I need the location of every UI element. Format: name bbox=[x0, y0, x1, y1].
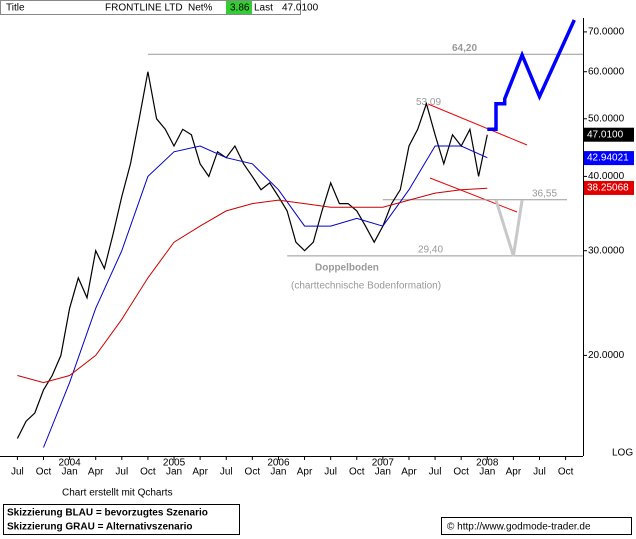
scale-label: LOG bbox=[612, 448, 633, 459]
y-tick-label: 20.0000 bbox=[588, 350, 625, 361]
y-tick-label: 30.0000 bbox=[588, 245, 625, 256]
header-name: FRONTLINE LTD bbox=[105, 3, 183, 14]
x-tick-label: Jul bbox=[324, 467, 337, 478]
net-label: Net% bbox=[188, 3, 213, 14]
last-label: 47.0100 bbox=[587, 129, 624, 140]
series-ma-red bbox=[17, 187, 488, 384]
x-tick-label: Oct bbox=[558, 467, 574, 478]
x-tick-label: Jan bbox=[479, 467, 495, 478]
trend-lower bbox=[429, 177, 518, 213]
last-label: 42.94021 bbox=[587, 153, 629, 164]
credit: Chart erstellt mit Qcharts bbox=[62, 488, 173, 499]
peak-label: 53,09 bbox=[416, 97, 441, 108]
x-tick-label: Oct bbox=[140, 467, 156, 478]
last-label: Last bbox=[254, 3, 273, 14]
x-tick-label: Oct bbox=[349, 467, 365, 478]
x-tick-label: Apr bbox=[401, 467, 417, 478]
header-title: Title bbox=[6, 3, 25, 14]
year-label: 2006 bbox=[267, 458, 290, 469]
series-scenario-blue bbox=[487, 19, 576, 132]
net-value: 3.86 bbox=[230, 3, 250, 14]
x-tick-label: Apr bbox=[88, 467, 104, 478]
last-label: 38.25068 bbox=[587, 183, 629, 194]
y-tick-label: 50.0000 bbox=[588, 113, 625, 124]
last-box bbox=[584, 180, 634, 195]
y-tick-label: 40.0000 bbox=[588, 171, 625, 182]
year-label: 2005 bbox=[163, 458, 186, 469]
x-tick-label: Jul bbox=[11, 467, 24, 478]
x-tick-label: Oct bbox=[245, 467, 261, 478]
x-tick-label: Jul bbox=[429, 467, 442, 478]
pattern-label: Doppelboden bbox=[315, 263, 379, 274]
x-tick-label: Jan bbox=[166, 467, 182, 478]
last-box bbox=[584, 127, 634, 142]
year-label: 2008 bbox=[476, 458, 499, 469]
y-tick-label: 70.0000 bbox=[588, 27, 625, 38]
year-label: 2007 bbox=[372, 458, 395, 469]
legend-box bbox=[3, 504, 240, 535]
header-box bbox=[0, 0, 301, 15]
site[interactable]: © http://www.godmode-trader.de bbox=[447, 522, 591, 533]
x-tick-label: Apr bbox=[297, 467, 313, 478]
series-price bbox=[16, 71, 488, 439]
level-label: 36,55 bbox=[532, 188, 557, 199]
y-tick-label: 60.0000 bbox=[588, 66, 625, 77]
x-tick-label: Apr bbox=[506, 467, 522, 478]
x-tick-label: Jan bbox=[62, 467, 78, 478]
series-scenario-grey bbox=[494, 199, 524, 257]
x-tick-label: Jan bbox=[270, 467, 286, 478]
trend-upper bbox=[427, 103, 528, 146]
x-tick-label: Jul bbox=[115, 467, 128, 478]
series-ma-blue bbox=[43, 145, 488, 448]
x-tick-label: Apr bbox=[192, 467, 208, 478]
last-value: 47.0100 bbox=[282, 3, 319, 14]
x-tick-label: Jan bbox=[375, 467, 391, 478]
x-tick-label: Oct bbox=[453, 467, 469, 478]
year-label: 2004 bbox=[58, 458, 81, 469]
level-label: 64,20 bbox=[452, 43, 477, 54]
x-tick-label: Oct bbox=[36, 467, 52, 478]
level-label: 29,40 bbox=[418, 245, 443, 256]
net-box bbox=[226, 1, 252, 14]
legend-grey: Skizzierung GRAU = Alternativszenario bbox=[7, 522, 193, 533]
pattern-note: (charttechnische Bodenformation) bbox=[291, 281, 441, 292]
x-tick-label: Jul bbox=[220, 467, 233, 478]
x-tick-label: Jul bbox=[533, 467, 546, 478]
last-box bbox=[584, 151, 634, 166]
legend-blue: Skizzierung BLAU = bevorzugtes Szenario bbox=[7, 508, 208, 519]
site-box[interactable] bbox=[441, 517, 632, 535]
